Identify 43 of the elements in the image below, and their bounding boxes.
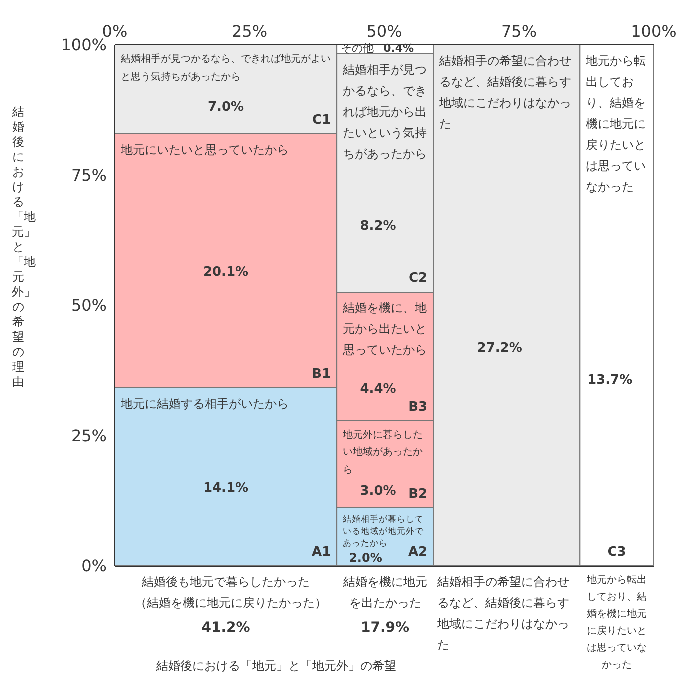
x-tick-label: 50%: [366, 22, 402, 41]
annotation: B1: [311, 366, 332, 384]
x-tick-label: 100%: [631, 22, 677, 41]
annotation: 14.1%: [203, 480, 249, 496]
series-label: 結婚相手の希望に合わせるなど、結婚後に暮らす地域にこだわりはなかった: [440, 53, 573, 133]
text: 17.9%: [360, 619, 411, 638]
annotation: B3: [408, 398, 428, 417]
x-tick-label: 0%: [102, 22, 128, 41]
series-label: 地元にいたいと思っていたから: [121, 142, 290, 159]
y-tick-label: 0%: [82, 556, 107, 576]
annotation: C2: [408, 270, 428, 288]
text: 結婚相手の希望に合わせるなど、結婚後に暮らす地域にこだわりはなかった: [438, 574, 571, 654]
annotation: 2.0%: [349, 550, 382, 565]
x-tick-label: 25%: [232, 22, 268, 41]
series-label: 地元に結婚する相手がいたから: [121, 396, 290, 413]
series-label: 結婚相手が見つかるなら、できれば地元がよいと思う気持ちがあったから: [121, 52, 332, 84]
annotation: 4.4%: [360, 382, 396, 397]
annotation: 7.0%: [208, 100, 244, 116]
y-tick-label: 50%: [71, 296, 107, 316]
annotation: C1: [311, 112, 332, 130]
series-label: 地元外に暮らしたい地域があったから: [343, 428, 424, 478]
text: 結婚後も地元で暮らしたかった（結婚を機に地元に戻りたかった）: [134, 574, 328, 612]
annotation: 0.4%: [384, 42, 414, 55]
annotation: 3.0%: [360, 484, 396, 499]
annotation: A1: [310, 544, 332, 562]
series-label: その他: [341, 42, 374, 55]
x-tick-label: 75%: [501, 22, 538, 41]
annotation: 8.2%: [360, 219, 396, 234]
series-label: 地元から転出しており、結婚を機に地元に戻りたいとは思っていなかった: [586, 53, 648, 196]
text: 結婚後における「地元」と「地元外」の希望: [156, 658, 398, 675]
annotation: 27.2%: [477, 341, 522, 356]
series-label: 結婚を機に、地元から出たいと思っていたから: [343, 300, 428, 360]
text: 地元から転出しており、結婚を機に地元に戻りたいとは思っていなかった: [586, 574, 648, 673]
annotation: 20.1%: [203, 264, 249, 280]
annotation: 13.7%: [588, 372, 633, 388]
y-tick-label: 25%: [71, 426, 107, 446]
text: 41.2%: [200, 619, 252, 638]
y-tick-label: 75%: [71, 166, 107, 185]
series-label: 結婚相手が見つかるなら、できれば地元から出たいという気持ちがあったから: [343, 62, 428, 163]
annotation: B2: [408, 486, 428, 504]
text: 結婚後における「地元」と「地元外」の希望の理由: [12, 105, 36, 389]
text: 結婚を機に地元を出たかった: [342, 574, 428, 612]
annotation: C3: [606, 544, 628, 562]
